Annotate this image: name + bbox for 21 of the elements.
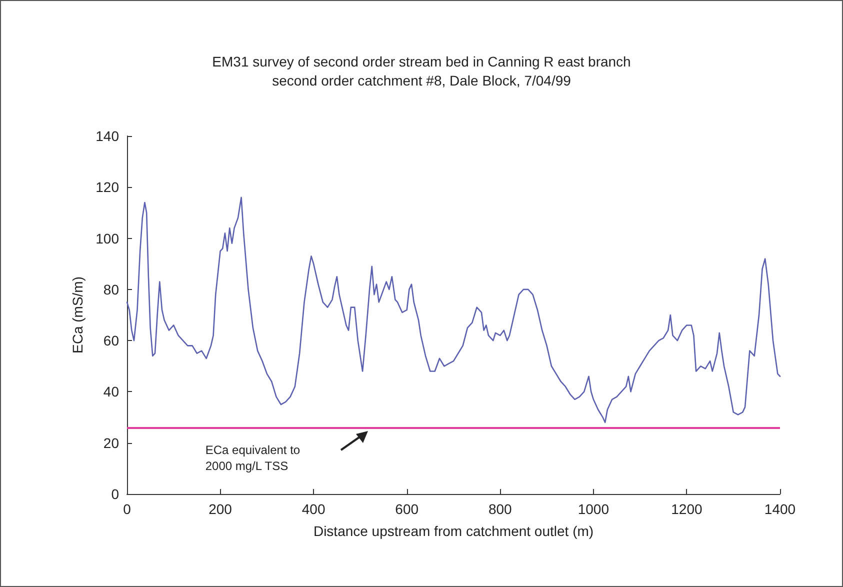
x-tick-label: 800 xyxy=(488,501,512,517)
y-axis-title: ECa (mS/m) xyxy=(70,276,86,354)
x-tick-label: 200 xyxy=(208,501,232,517)
y-tick-label: 40 xyxy=(103,384,120,400)
x-tick-label: 1400 xyxy=(764,501,796,517)
y-tick-label: 120 xyxy=(96,179,120,196)
x-tick-label: 1000 xyxy=(578,501,610,517)
x-tick-label: 0 xyxy=(123,501,132,517)
ref-line-label: ECa equivalent to 2000 mg/L TSS xyxy=(205,442,300,474)
x-tick-label: 400 xyxy=(302,501,326,517)
y-tick-label: 140 xyxy=(96,128,120,144)
y-tick-label: 100 xyxy=(96,230,120,246)
y-tick-label: 60 xyxy=(103,332,120,349)
x-tick-label: 600 xyxy=(395,501,419,517)
x-axis-title: Distance upstream from catchment outlet (m) xyxy=(313,523,594,539)
y-tick-label: 80 xyxy=(103,281,120,298)
x-tick-label: 1200 xyxy=(671,501,702,517)
line-series xyxy=(126,196,781,424)
chart-title: EM31 survey of second order stream bed in Canning R east branch second order catchment #8, Dale Block, 7/04/99 xyxy=(212,54,631,88)
y-tick-label: 20 xyxy=(103,434,120,451)
y-tick-label: 0 xyxy=(111,486,120,502)
